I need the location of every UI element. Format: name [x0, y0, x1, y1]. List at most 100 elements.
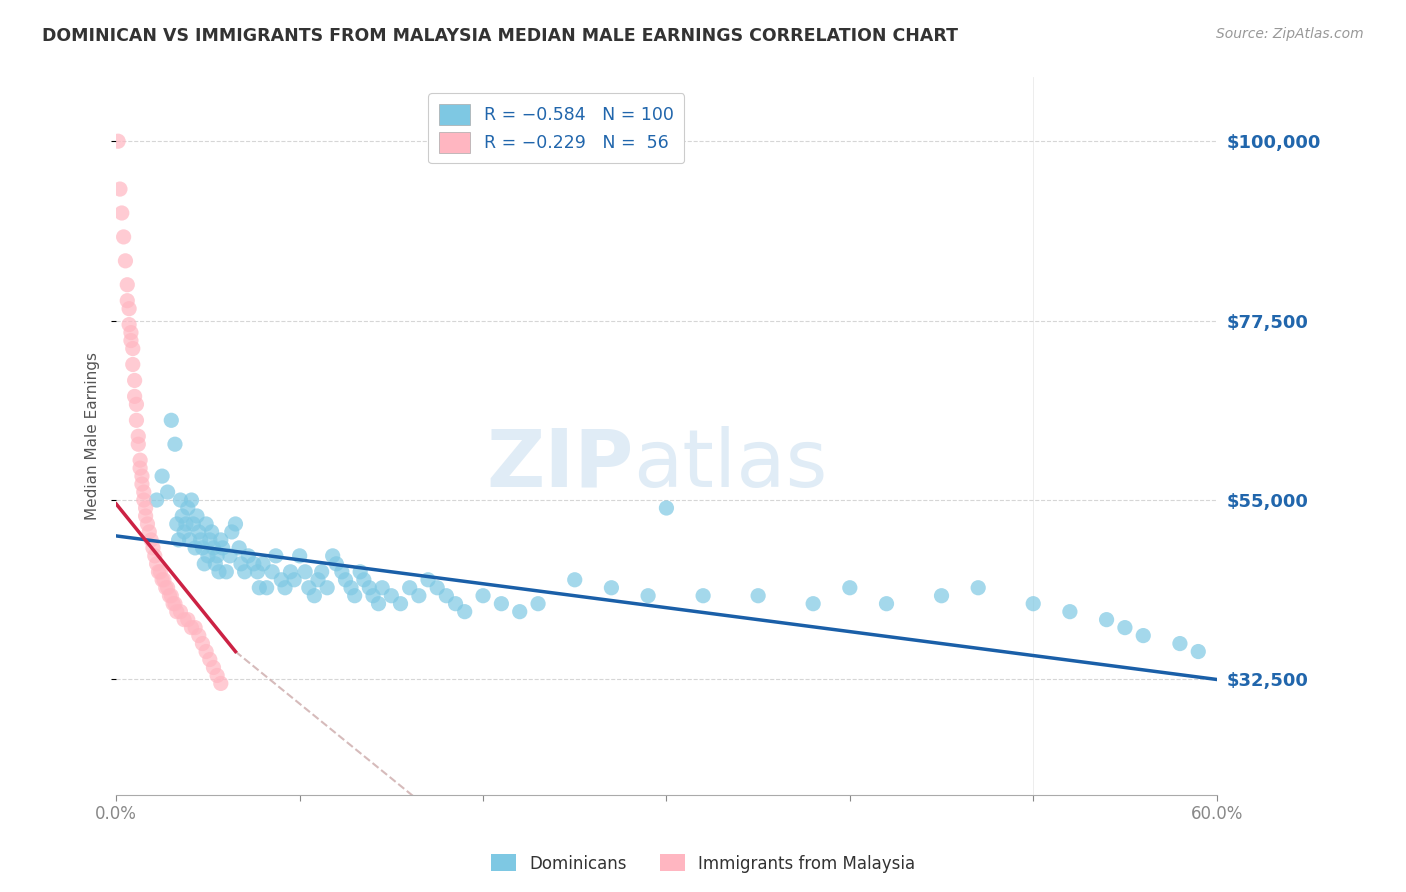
Point [322, 549, 344, 563]
Point [1095, 613, 1118, 627]
Point [166, 605, 188, 619]
Point [367, 597, 389, 611]
Point [215, 565, 238, 579]
Point [166, 516, 188, 531]
Point [201, 524, 224, 539]
Point [138, 524, 160, 539]
Point [145, 557, 167, 571]
Point [156, 485, 179, 500]
Point [145, 493, 167, 508]
Point [316, 581, 339, 595]
Point [198, 533, 221, 547]
Point [135, 508, 157, 523]
Point [129, 453, 152, 467]
Point [444, 597, 467, 611]
Point [195, 644, 218, 658]
Point [162, 597, 184, 611]
Point [359, 581, 381, 595]
Point [198, 652, 221, 666]
Point [252, 557, 274, 571]
Point [398, 581, 420, 595]
Point [117, 277, 139, 292]
Point [298, 581, 321, 595]
Point [311, 565, 333, 579]
Point [416, 573, 439, 587]
Point [191, 541, 214, 555]
Point [186, 508, 208, 523]
Point [361, 589, 384, 603]
Point [208, 565, 231, 579]
Point [1059, 605, 1081, 619]
Point [209, 533, 232, 547]
Point [219, 549, 242, 563]
Point [118, 301, 141, 316]
Point [149, 565, 172, 579]
Point [174, 516, 197, 531]
Point [131, 477, 153, 491]
Point [967, 581, 990, 595]
Point [187, 524, 209, 539]
Point [270, 573, 292, 587]
Point [294, 565, 316, 579]
Point [238, 549, 260, 563]
Point [142, 541, 165, 555]
Point [121, 342, 143, 356]
Point [111, 206, 134, 220]
Point [434, 589, 457, 603]
Legend: R = −0.584   N = 100, R = −0.229   N =  56: R = −0.584 N = 100, R = −0.229 N = 56 [429, 94, 685, 163]
Point [127, 437, 149, 451]
Legend: Dominicans, Immigrants from Malaysia: Dominicans, Immigrants from Malaysia [484, 847, 922, 880]
Point [340, 581, 363, 595]
Point [229, 557, 252, 571]
Point [127, 429, 149, 443]
Point [209, 676, 232, 690]
Point [349, 565, 371, 579]
Point [371, 581, 394, 595]
Point [228, 541, 250, 555]
Point [121, 358, 143, 372]
Point [187, 629, 209, 643]
Point [114, 253, 136, 268]
Point [247, 581, 270, 595]
Point [117, 293, 139, 308]
Point [191, 636, 214, 650]
Point [167, 533, 190, 547]
Point [692, 589, 714, 603]
Point [202, 660, 225, 674]
Text: atlas: atlas [634, 426, 828, 504]
Point [600, 581, 623, 595]
Point [125, 397, 148, 411]
Point [224, 516, 246, 531]
Point [876, 597, 898, 611]
Point [283, 573, 305, 587]
Point [193, 557, 215, 571]
Point [179, 533, 201, 547]
Point [274, 581, 297, 595]
Point [124, 389, 146, 403]
Point [169, 493, 191, 508]
Point [288, 549, 311, 563]
Point [180, 621, 202, 635]
Point [204, 557, 226, 571]
Point [262, 565, 284, 579]
Point [150, 573, 173, 587]
Point [389, 597, 412, 611]
Point [173, 613, 195, 627]
Point [107, 134, 129, 148]
Point [125, 413, 148, 427]
Point [205, 668, 228, 682]
Point [159, 589, 181, 603]
Point [343, 589, 366, 603]
Point [163, 437, 186, 451]
Point [426, 581, 449, 595]
Point [1132, 629, 1154, 643]
Point [172, 508, 194, 523]
Point [380, 589, 402, 603]
Point [197, 549, 219, 563]
Point [527, 597, 550, 611]
Point [153, 573, 176, 587]
Point [747, 589, 769, 603]
Point [246, 565, 269, 579]
Point [139, 533, 162, 547]
Point [801, 597, 824, 611]
